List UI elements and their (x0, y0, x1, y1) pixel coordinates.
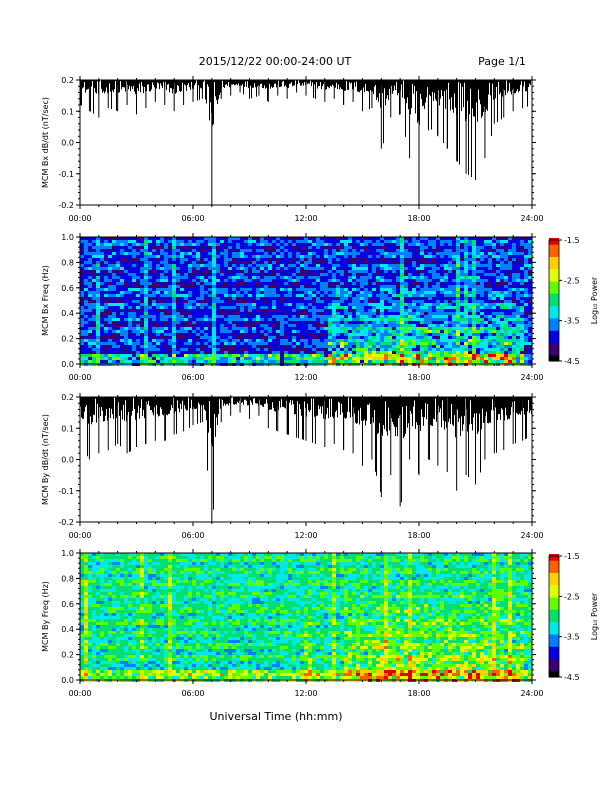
x-tick-label: 12:00 (294, 373, 317, 382)
y-tick-label: 1.0 (61, 549, 74, 558)
x-tick-label: 24:00 (520, 689, 543, 698)
x-tick-label: 00:00 (68, 373, 91, 382)
y-tick-label: -0.1 (58, 170, 74, 179)
y-tick-label: 0.0 (61, 360, 74, 369)
x-axis-label: Universal Time (hh:mm) (210, 710, 343, 723)
y-axis-label: MCM By Freq (Hz) (41, 581, 50, 652)
x-tick-label: 18:00 (407, 373, 430, 382)
x-tick-label: 24:00 (520, 373, 543, 382)
colorbar: -1.5 -2.5 -3.5 -4.5 Log₁₀ Power (548, 236, 599, 366)
x-tick-label: 00:00 (68, 689, 91, 698)
y-tick-label: 0.1 (61, 424, 74, 433)
panel-4: -1.5 -2.5 -3.5 -4.5 Log₁₀ Power 0.0 0.2 0.4 0.6 0… (41, 549, 599, 698)
colorbar-tick: -1.5 (564, 552, 580, 561)
x-tick-label: 00:00 (68, 531, 91, 540)
spectrogram (80, 553, 532, 682)
spectrogram (80, 237, 532, 366)
y-axis-label: MCM By dB/dt (nT/sec) (41, 414, 50, 505)
x-tick-label: 24:00 (520, 214, 543, 223)
colorbar-label: Log₁₀ Power (590, 276, 599, 324)
page-indicator: Page 1/1 (478, 55, 526, 68)
colorbar-tick: -2.5 (564, 592, 580, 601)
y-tick-label: 0.0 (61, 456, 74, 465)
colorbar-tick: -1.5 (564, 236, 580, 245)
x-tick-label: 24:00 (520, 531, 543, 540)
y-axis-label: MCM Bx dB/dt (nT/sec) (41, 97, 50, 188)
y-tick-label: 0.4 (61, 625, 74, 634)
x-tick-label: 06:00 (181, 531, 204, 540)
panels: -0.2 -0.1 0.0 0.1 0.2 00:00 06:00 12:00 18:00 24:… (41, 76, 599, 698)
trace-envelope (79, 80, 533, 205)
x-tick-label: 06:00 (181, 214, 204, 223)
x-tick-label: 18:00 (407, 214, 430, 223)
y-tick-label: 0.2 (61, 335, 74, 344)
x-tick-label: 00:00 (68, 214, 91, 223)
x-tick-label: 06:00 (181, 373, 204, 382)
trace-envelope (79, 397, 533, 522)
colorbar-tick: -4.5 (564, 673, 580, 682)
y-tick-label: -0.2 (58, 201, 74, 210)
plot-frame (79, 79, 533, 206)
colorbar-tick: -3.5 (564, 633, 580, 642)
y-tick-label: 0.2 (61, 651, 74, 660)
colorbar: -1.5 -2.5 -3.5 -4.5 Log₁₀ Power (548, 552, 599, 682)
panel-3: -0.2 -0.1 0.0 0.1 0.2 00:00 06:00 12:00 18:00 24:… (41, 393, 544, 540)
panel-2: -1.5 -2.5 -3.5 -4.5 Log₁₀ Power 0.0 0.2 0.4 0.6 0… (41, 233, 599, 382)
colorbar-tick: -4.5 (564, 357, 580, 366)
y-tick-label: 0.8 (61, 258, 74, 267)
x-tick-label: 18:00 (407, 531, 430, 540)
x-tick-label: 06:00 (181, 689, 204, 698)
x-tick-label: 12:00 (294, 531, 317, 540)
panel-1: -0.2 -0.1 0.0 0.1 0.2 00:00 06:00 12:00 18:00 24:… (41, 76, 544, 223)
colorbar-tick: -2.5 (564, 276, 580, 285)
colorbar-tick: -3.5 (564, 317, 580, 326)
y-tick-label: 0.2 (61, 76, 74, 85)
x-tick-label: 18:00 (407, 689, 430, 698)
y-tick-label: 0.2 (61, 393, 74, 402)
y-tick-label: 0.0 (61, 676, 74, 685)
colorbar-label: Log₁₀ Power (590, 592, 599, 640)
date-range-title: 2015/12/22 00:00-24:00 UT (199, 55, 352, 68)
y-tick-label: 1.0 (61, 233, 74, 242)
y-tick-label: 0.4 (61, 309, 74, 318)
y-tick-label: 0.0 (61, 139, 74, 148)
y-tick-label: 0.6 (61, 600, 74, 609)
y-tick-label: 0.1 (61, 107, 74, 116)
y-tick-label: 0.8 (61, 574, 74, 583)
x-tick-label: 12:00 (294, 689, 317, 698)
y-axis-label: MCM Bx Freq (Hz) (41, 265, 50, 336)
y-tick-label: -0.1 (58, 487, 74, 496)
x-tick-label: 12:00 (294, 214, 317, 223)
y-tick-label: -0.2 (58, 518, 74, 527)
y-tick-label: 0.6 (61, 284, 74, 293)
